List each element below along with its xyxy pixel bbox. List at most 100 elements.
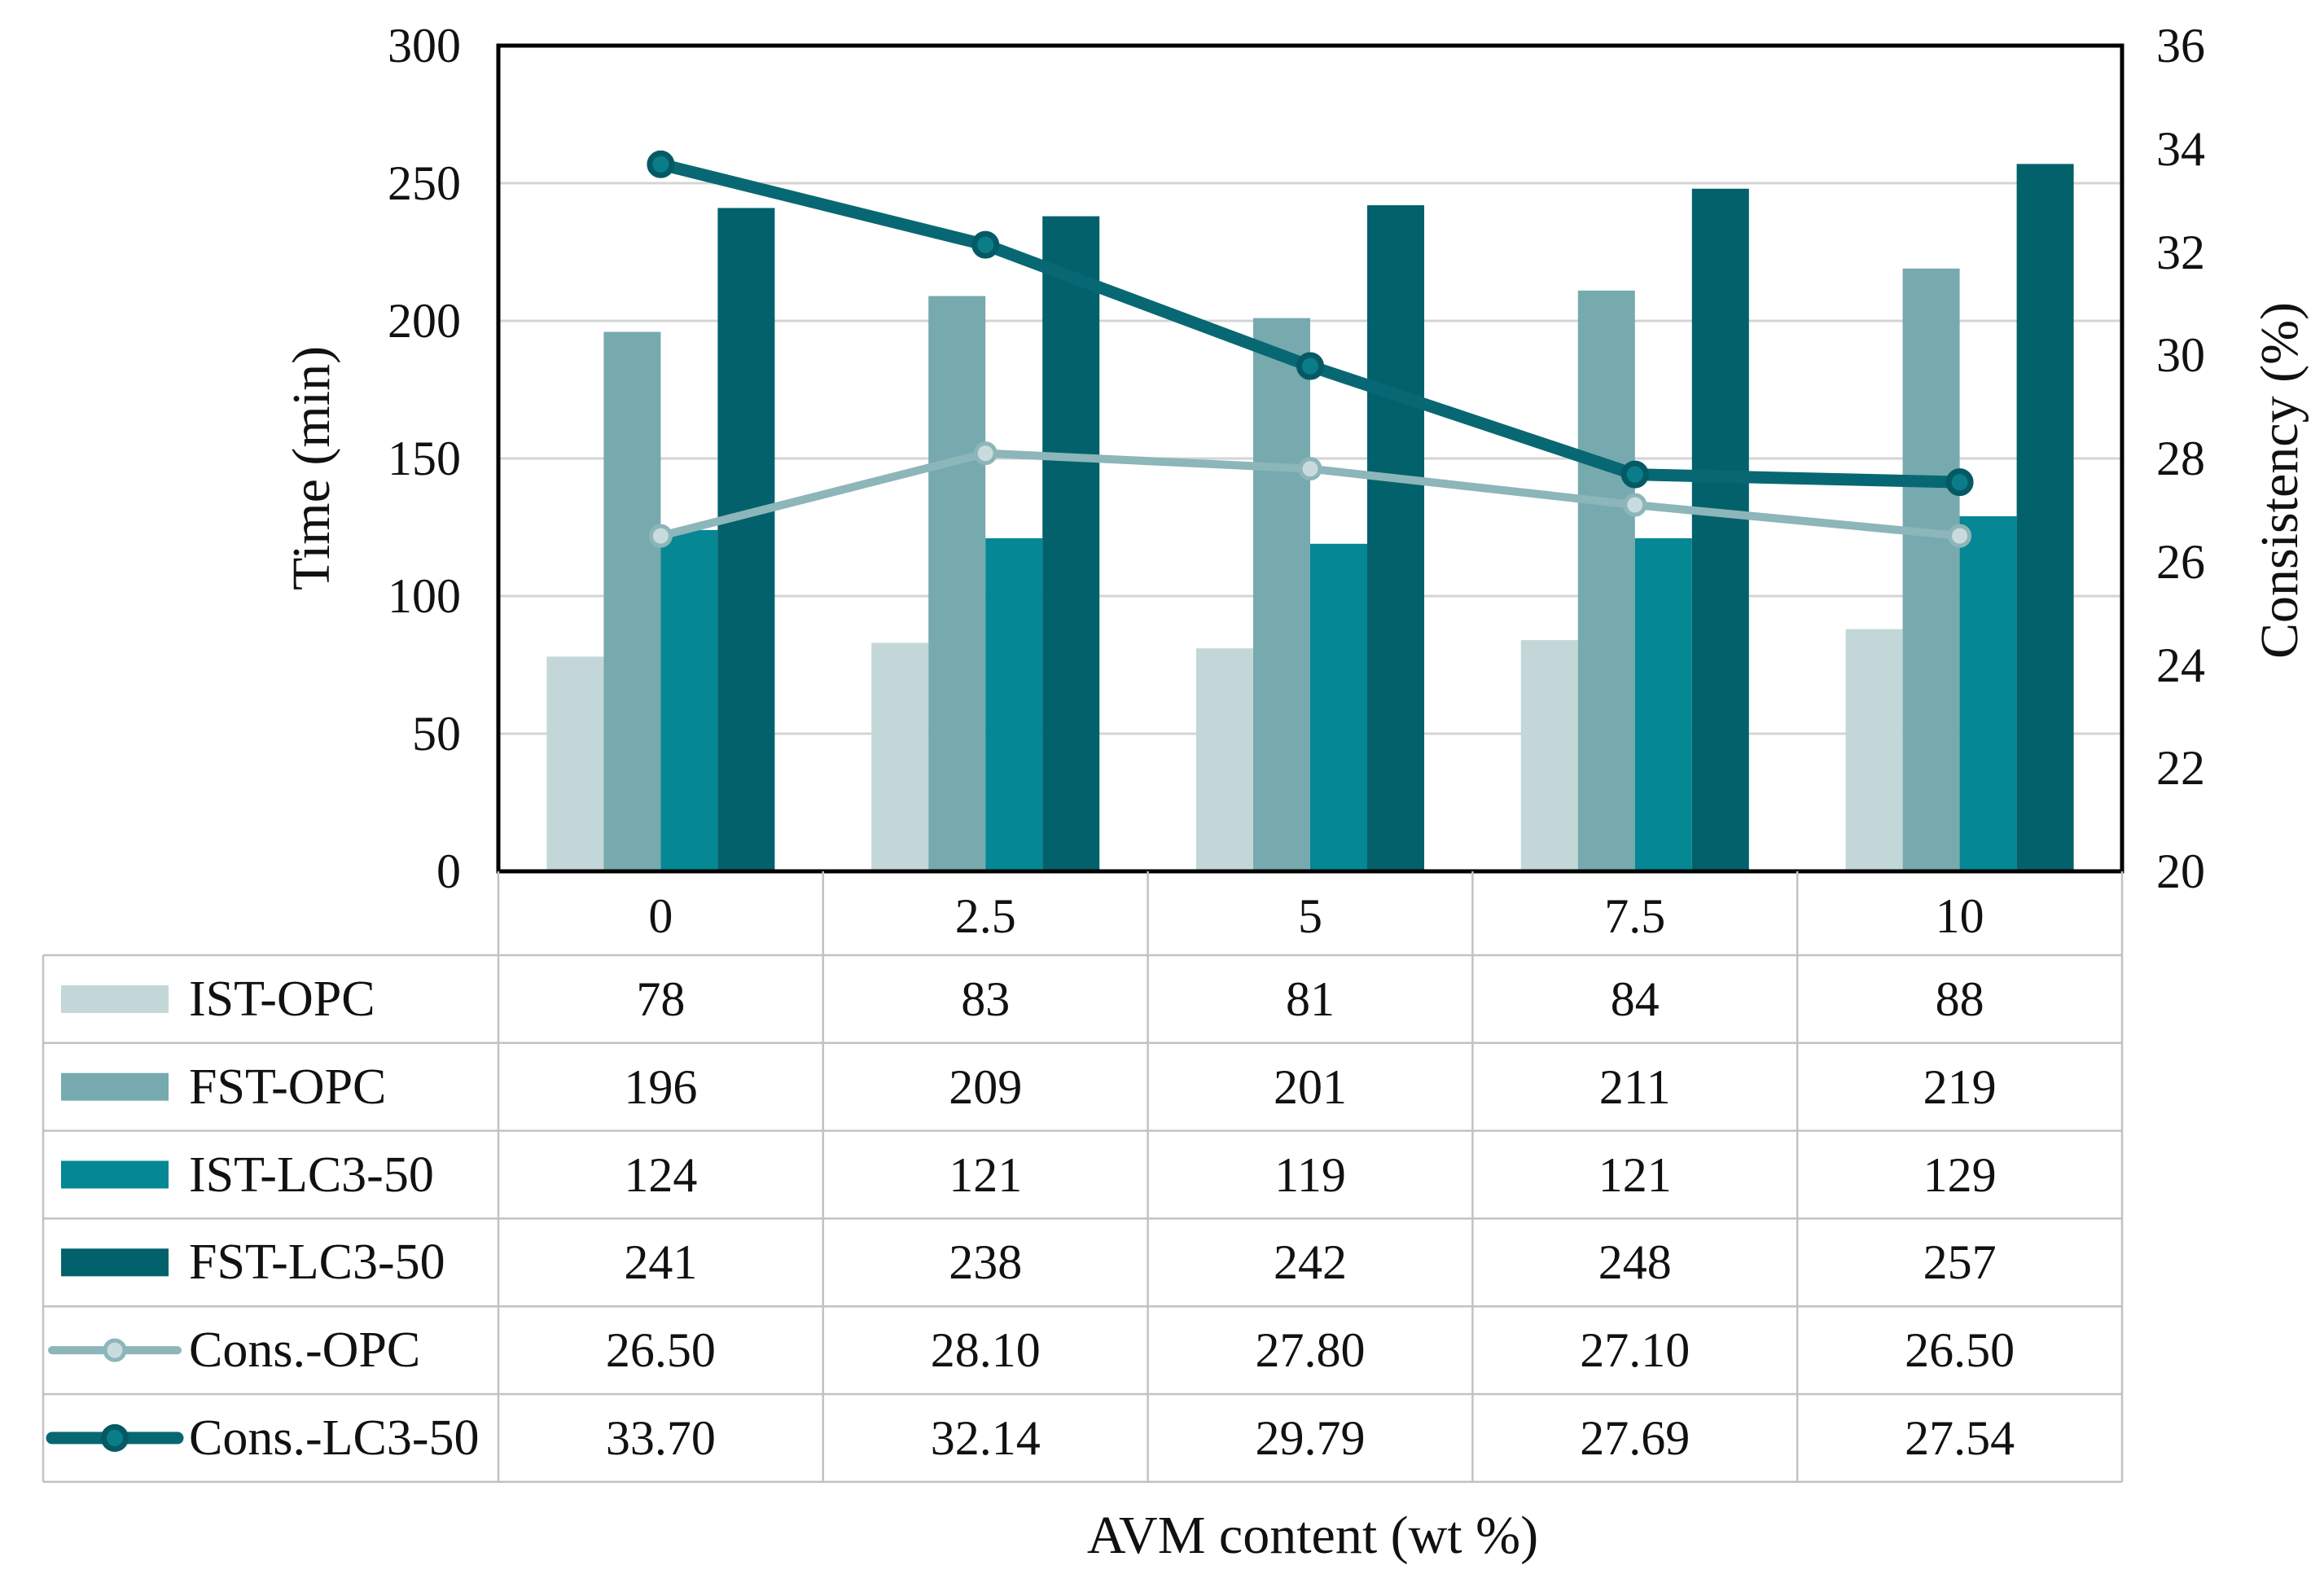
table-header-cat-2.5: 2.5 [954,888,1016,943]
marker-Cons.-LC3-50-cat2.5 [971,230,1000,259]
marker-Cons.-LC3-50-cat7.5 [1620,460,1649,489]
bar-FST-OPC-cat7.5 [1577,290,1635,871]
legend-swatch-IST-OPC [61,985,169,1013]
table-header-cat-5: 5 [1298,888,1322,943]
table-cell-IST-LC3-50-cat5: 119 [1274,1147,1346,1202]
bar-IST-LC3-50-cat0 [660,529,718,871]
table-cell-IST-OPC-cat5: 81 [1286,971,1335,1026]
legend-swatch-IST-LC3-50 [61,1160,169,1189]
table-cell-Cons.-OPC-cat0: 26.50 [605,1323,716,1378]
table-cell-Cons.-OPC-cat5: 27.80 [1255,1323,1366,1378]
right-axis-tick-34: 34 [2156,121,2205,176]
table-cell-Cons.-LC3-50-cat7.5: 27.69 [1580,1410,1690,1465]
right-axis-tick-20: 20 [2156,844,2205,898]
right-axis-tick-26: 26 [2156,534,2205,589]
legend-label-IST-LC3-50: IST-LC3-50 [189,1147,434,1203]
marker-Cons.-OPC-cat10 [1948,524,1972,548]
left-axis-tick-200: 200 [388,294,461,348]
right-axis-tick-36: 36 [2156,19,2205,72]
legend-label-Cons.-LC3-50: Cons.-LC3-50 [189,1410,480,1466]
legend-marker-Cons.-OPC [103,1338,127,1362]
table-cell-FST-LC3-50-cat10: 257 [1923,1235,1997,1290]
table-cell-IST-LC3-50-cat0: 124 [624,1147,698,1202]
table-cell-Cons.-LC3-50-cat2.5: 32.14 [930,1410,1041,1465]
x-axis-title: AVM content (wt %) [1086,1506,1539,1565]
left-axis-tick-150: 150 [388,432,461,485]
table-header-cat-10: 10 [1935,888,1984,943]
left-axis-tick-300: 300 [388,19,461,72]
marker-Cons.-OPC-cat7.5 [1623,493,1647,517]
table-cell-FST-OPC-cat0: 196 [624,1059,698,1114]
left-axis-tick-50: 50 [412,707,461,761]
legend-swatch-FST-OPC [61,1072,169,1101]
bar-IST-LC3-50-cat7.5 [1634,538,1692,871]
bar-FST-OPC-cat0 [603,331,661,871]
table-header-cat-0: 0 [648,888,673,943]
left-axis-title: Time (min) [282,345,341,591]
table-cell-Cons.-OPC-cat10: 26.50 [1905,1323,2015,1378]
bar-IST-OPC-cat0 [546,656,604,871]
marker-Cons.-LC3-50-cat0 [647,150,675,178]
table-cell-FST-LC3-50-cat5: 242 [1274,1235,1347,1290]
table-cell-FST-LC3-50-cat7.5: 248 [1598,1235,1672,1290]
table-cell-IST-LC3-50-cat2.5: 121 [949,1147,1023,1202]
bar-IST-LC3-50-cat2.5 [985,538,1043,871]
table-cell-IST-OPC-cat0: 78 [636,971,686,1026]
table-cell-FST-OPC-cat10: 219 [1923,1059,1997,1114]
marker-Cons.-LC3-50-cat5 [1296,352,1324,380]
legend-label-FST-LC3-50: FST-LC3-50 [189,1235,445,1291]
table-cell-Cons.-LC3-50-cat10: 27.54 [1905,1410,2015,1465]
bar-IST-OPC-cat7.5 [1520,640,1578,871]
left-axis-tick-0: 0 [436,844,461,898]
table-cell-IST-LC3-50-cat7.5: 121 [1598,1147,1672,1202]
right-axis-title: Consistency (%) [2250,301,2309,660]
bar-FST-LC3-50-cat10 [2016,164,2074,872]
table-cell-Cons.-LC3-50-cat0: 33.70 [605,1410,716,1465]
table-cell-IST-OPC-cat2.5: 83 [961,971,1011,1026]
legend-label-IST-OPC: IST-OPC [189,971,375,1027]
table-header-cat-7.5: 7.5 [1604,888,1666,943]
legend-swatch-FST-LC3-50 [61,1248,169,1277]
legend-label-FST-OPC: FST-OPC [189,1059,387,1115]
left-axis-tick-100: 100 [388,569,461,623]
right-axis-tick-22: 22 [2156,741,2205,796]
table-cell-FST-LC3-50-cat2.5: 238 [949,1235,1023,1290]
table-cell-FST-OPC-cat2.5: 209 [949,1059,1023,1114]
table-cell-Cons.-OPC-cat2.5: 28.10 [930,1323,1041,1378]
bar-IST-LC3-50-cat10 [1959,515,2017,871]
bar-IST-OPC-cat2.5 [871,642,929,871]
right-axis-tick-30: 30 [2156,328,2205,383]
bar-FST-OPC-cat10 [1902,268,1960,871]
table-cell-FST-LC3-50-cat0: 241 [624,1235,698,1290]
bar-FST-LC3-50-cat2.5 [1042,216,1100,871]
bar-IST-OPC-cat5 [1196,648,1253,871]
legend-label-Cons.-OPC: Cons.-OPC [189,1322,421,1379]
bar-FST-LC3-50-cat0 [717,208,775,872]
bar-FST-OPC-cat2.5 [928,296,986,872]
right-axis-tick-24: 24 [2156,638,2205,692]
table-cell-Cons.-LC3-50-cat5: 29.79 [1255,1410,1366,1465]
table-cell-IST-OPC-cat10: 88 [1935,971,1984,1026]
marker-Cons.-OPC-cat5 [1298,457,1322,481]
table-cell-FST-OPC-cat5: 201 [1274,1059,1347,1114]
bar-IST-OPC-cat10 [1845,629,1903,871]
bar-IST-LC3-50-cat5 [1310,543,1367,871]
bar-FST-OPC-cat5 [1253,318,1310,871]
table-cell-Cons.-OPC-cat7.5: 27.10 [1580,1323,1690,1378]
bar-FST-LC3-50-cat5 [1367,205,1424,872]
table-cell-IST-OPC-cat7.5: 84 [1610,971,1660,1026]
bar-FST-LC3-50-cat7.5 [1691,188,1749,871]
left-axis-tick-250: 250 [388,156,461,210]
marker-Cons.-LC3-50-cat10 [1945,468,1974,497]
marker-Cons.-OPC-cat2.5 [973,441,998,466]
table-cell-FST-OPC-cat7.5: 211 [1598,1059,1671,1114]
legend-marker-Cons.-LC3-50 [101,1423,129,1452]
marker-Cons.-OPC-cat0 [648,524,673,548]
right-axis-tick-32: 32 [2156,225,2205,279]
plot-border [496,43,2124,874]
right-axis-tick-28: 28 [2156,432,2205,485]
table-cell-IST-LC3-50-cat10: 129 [1923,1147,1997,1202]
